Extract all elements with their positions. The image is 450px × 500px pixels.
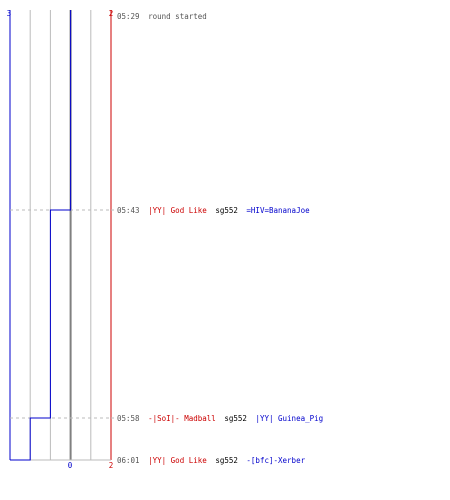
alive-step-line	[10, 10, 72, 461]
event-label: 05:43 |YY| God Like sg552 =HIV=BananaJoe	[117, 206, 310, 215]
event-list: 05:29 round started 05:43 |YY| God Like …	[117, 12, 323, 465]
event-time: 05:58	[117, 414, 140, 423]
tick-label-top-right: 2	[109, 9, 114, 18]
event-label: 05:58 -|SoI|- Madball sg552 |YY| Guinea_…	[117, 414, 323, 423]
event-killer: -|SoI|- Madball	[148, 414, 216, 423]
event-killer: |YY| God Like	[148, 456, 207, 465]
event-killer: |YY| God Like	[148, 206, 207, 215]
tick-label-bottom-right: 2	[109, 461, 114, 470]
tick-label-top-left: 3	[7, 9, 12, 18]
event-label: 05:29 round started	[117, 12, 207, 21]
event-time: 05:43	[117, 206, 140, 215]
event-time: 05:29	[117, 12, 140, 21]
grid-lines	[9, 10, 116, 461]
event-time: 06:01	[117, 456, 140, 465]
event-victim: =HIV=BananaJoe	[246, 206, 310, 215]
axis-tick-labels: 3 2 0 2	[7, 9, 114, 470]
event-weapon: sg552	[215, 206, 238, 215]
tick-label-bottom-center: 0	[68, 461, 73, 470]
event-text: round started	[148, 12, 207, 21]
event-weapon: sg552	[224, 414, 247, 423]
event-victim: -[bfc]-Xerber	[246, 456, 305, 465]
event-weapon: sg552	[215, 456, 238, 465]
event-victim: |YY| Guinea_Pig	[255, 414, 323, 423]
event-label: 06:01 |YY| God Like sg552 -[bfc]-Xerber	[117, 456, 306, 465]
alive-step-path	[10, 10, 72, 461]
